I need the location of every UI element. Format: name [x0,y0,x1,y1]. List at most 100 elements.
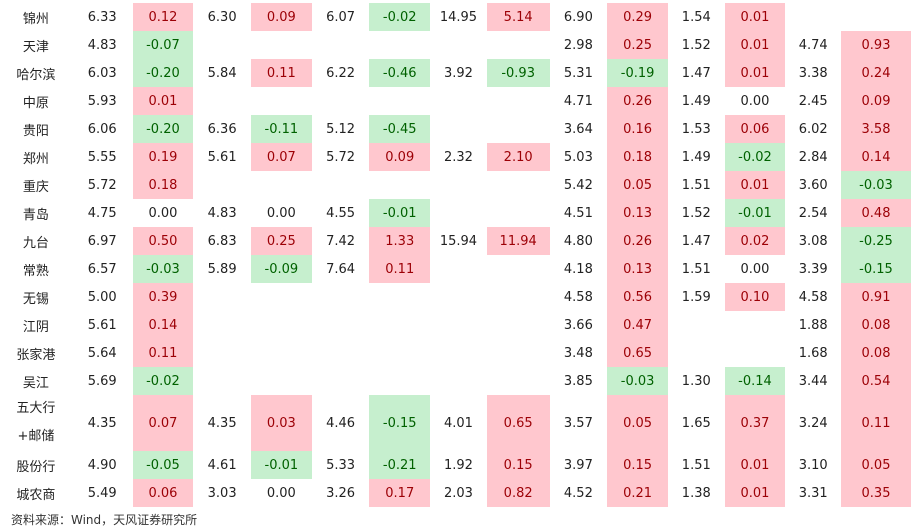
change-cell: 0.15 [607,451,668,479]
value-cell: 6.30 [207,9,237,25]
empty-cell [369,87,430,115]
change-cell: 0.09 [250,3,312,31]
change-cell: 0.00 [148,205,178,221]
value-cell: 4.35 [87,415,117,431]
change-cell: 0.03 [250,395,312,451]
empty-cell [430,367,487,395]
change-cell: 0.13 [607,199,668,227]
empty-cell [487,87,550,115]
table-row: 五大行 +邮储 4.35 0.07 4.35 0.03 4.46 -0.15 4.01 0.65 3… [0,395,911,451]
value-cell: 3.08 [798,233,828,249]
change-cell: 0.14 [841,143,911,171]
change-cell: 0.09 [841,87,911,115]
value-cell: 3.03 [207,485,237,501]
change-cell: 0.01 [724,451,786,479]
change-cell: 11.94 [486,227,550,255]
change-cell: 0.11 [369,255,431,283]
value-cell: 6.90 [563,9,593,25]
value-cell: 1.59 [681,289,711,305]
table-row: 常熟 6.57 -0.03 5.89 -0.09 7.64 0.11 4.18 0.13 1.51… [0,255,911,283]
empty-cell [193,311,251,339]
row-label-line: 无锡 [22,291,49,307]
empty-cell [487,311,550,339]
empty-cell [193,339,251,367]
empty-cell [251,171,312,199]
value-cell: 5.84 [207,65,237,81]
value-cell: 2.32 [443,149,473,165]
change-cell: 0.07 [250,143,312,171]
change-cell: 0.16 [607,115,668,143]
table-row: 九台 6.97 0.50 6.83 0.25 7.42 1.33 15.94 11.94 4.80… [0,227,911,255]
change-cell: -0.15 [841,255,911,283]
table-row: 城农商 5.49 0.06 3.03 0.00 3.26 0.17 2.03 0.82 4.52 0… [0,479,911,507]
value-cell: 4.58 [798,289,828,305]
value-cell: 1.47 [681,233,711,249]
value-cell: 7.42 [326,233,356,249]
value-cell: 5.12 [326,121,356,137]
change-cell: 0.19 [132,143,194,171]
row-label-line: 城农商 [16,487,56,503]
row-label: 青岛 [0,199,72,227]
value-cell: 4.80 [563,233,593,249]
value-cell: 5.69 [87,373,117,389]
value-cell: 4.83 [87,37,117,53]
value-cell: 6.02 [798,121,828,137]
change-cell: 0.05 [607,395,668,451]
change-cell: 0.91 [841,283,911,311]
value-cell: 1.38 [681,485,711,501]
table-row: 哈尔滨 6.03 -0.20 5.84 0.11 6.22 -0.46 3.92 -0.93 5.… [0,59,911,87]
row-label: 无锡 [0,283,72,311]
empty-cell [251,311,312,339]
row-label-line: 天津 [22,39,49,55]
value-cell: 3.85 [563,373,593,389]
empty-cell [430,283,487,311]
change-cell: 0.09 [369,143,431,171]
table-row: 青岛 4.75 0.00 4.83 0.00 4.55 -0.01 4.51 0.13 1.52-… [0,199,911,227]
change-cell: 0.39 [132,283,194,311]
value-cell: 4.83 [207,205,237,221]
row-label: 重庆 [0,171,72,199]
change-cell: 0.08 [841,311,911,339]
empty-cell [251,367,312,395]
empty-cell [312,171,370,199]
value-cell: 4.61 [207,457,237,473]
change-cell: 0.05 [607,171,668,199]
change-cell: 0.26 [607,87,668,115]
value-cell: 5.49 [87,485,117,501]
value-cell: 1.68 [798,345,828,361]
value-cell: 5.72 [326,149,356,165]
value-cell: 3.10 [798,457,828,473]
table-row: 天津 4.83 -0.07 2.98 0.25 1.52 0.01 4.74 0.93 [0,31,911,59]
row-label-line: 青岛 [22,207,49,223]
empty-cell [430,199,487,227]
change-cell: 0.25 [250,227,312,255]
row-label-line: 贵阳 [22,123,49,139]
value-cell: 4.55 [326,205,356,221]
empty-cell [369,311,430,339]
change-cell: -0.11 [250,115,312,143]
value-cell: 1.65 [681,415,711,431]
value-cell: 6.03 [87,65,117,81]
value-cell: 3.60 [798,177,828,193]
row-label-line: 郑州 [22,151,49,167]
value-cell: 6.83 [207,233,237,249]
empty-cell [369,367,430,395]
empty-cell [430,115,487,143]
value-cell: 6.33 [87,9,117,25]
value-cell: 5.00 [87,289,117,305]
change-cell: 0.47 [607,311,668,339]
row-label: 股份行 [0,451,72,479]
table-row: 中原 5.93 0.01 4.71 0.26 1.49 0.00 2.45 0.09 [0,87,911,115]
empty-cell [312,339,370,367]
row-label-line: 重庆 [22,179,49,195]
value-cell: 4.74 [798,37,828,53]
empty-cell [430,171,487,199]
change-cell: 0.00 [740,93,770,109]
empty-cell [193,31,251,59]
value-cell: 1.52 [681,37,711,53]
value-cell: 5.33 [326,457,356,473]
change-cell: -0.03 [132,255,194,283]
empty-cell [312,31,370,59]
change-cell: 0.82 [486,479,550,507]
value-cell: 1.53 [681,121,711,137]
